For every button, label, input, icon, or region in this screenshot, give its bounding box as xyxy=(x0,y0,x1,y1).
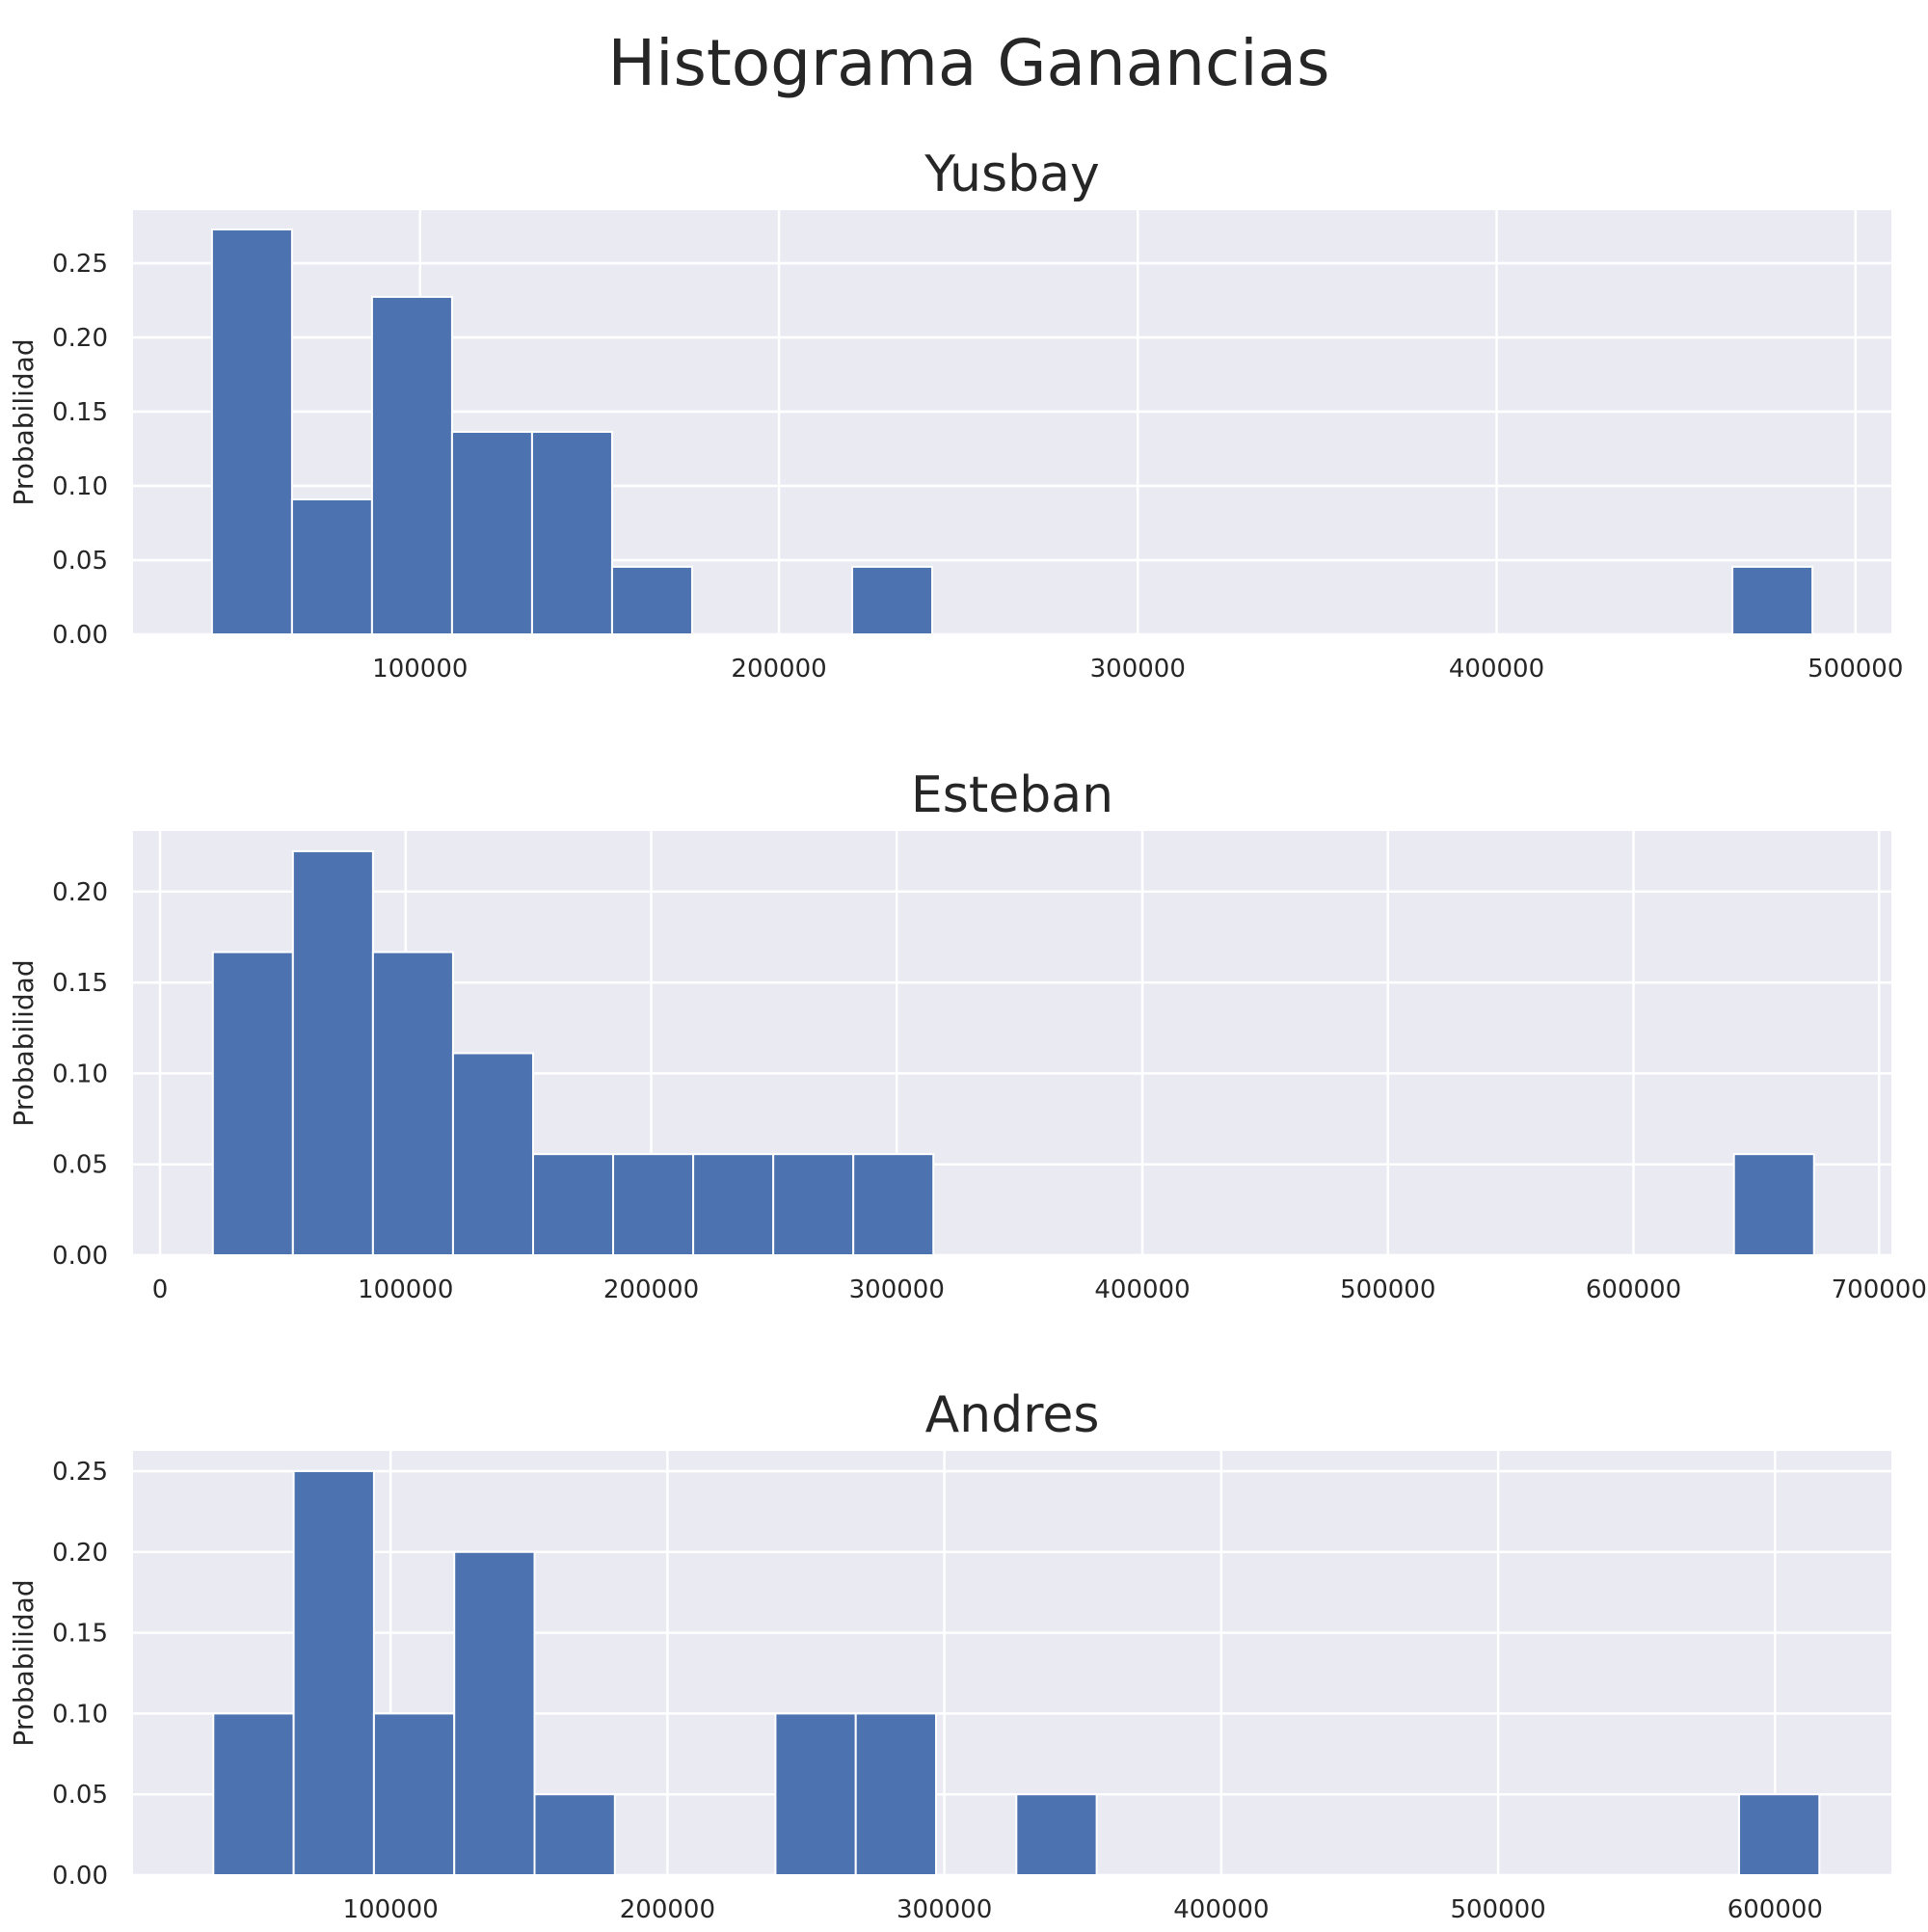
y-axis-label: Probabilidad xyxy=(8,338,40,505)
x-tick-label: 500000 xyxy=(1450,1895,1545,1924)
y-axis-label: Probabilidad xyxy=(8,959,40,1126)
histogram-bar xyxy=(610,565,693,636)
y-tick-label: 0.25 xyxy=(52,250,108,279)
y-tick-label: 0.00 xyxy=(52,1242,108,1271)
x-tick-label: 100000 xyxy=(343,1895,439,1924)
histogram-bar xyxy=(292,1469,375,1876)
y-tick-label: 0.25 xyxy=(52,1458,108,1487)
histogram-bar xyxy=(291,849,374,1257)
histogram-bar xyxy=(612,1153,695,1256)
y-tick-label: 0.10 xyxy=(52,472,108,501)
x-tick-label: 200000 xyxy=(731,655,826,684)
panel-esteban: 0.00 0.05 0.10 0.15 0.20 0 100000 200000 300000 4… xyxy=(8,766,1927,1304)
y-tick-label: 0.15 xyxy=(52,398,108,427)
histogram-bar xyxy=(211,951,294,1256)
y-tick-label: 0.15 xyxy=(52,969,108,998)
y-tick-label: 0.05 xyxy=(52,547,108,576)
x-tick-label: 400000 xyxy=(1094,1275,1190,1304)
histogram-bar xyxy=(210,228,293,635)
histogram-bar xyxy=(212,1712,295,1877)
x-tick-label: 600000 xyxy=(1586,1275,1681,1304)
histogram-bar xyxy=(1015,1793,1098,1876)
panel-title: Esteban xyxy=(911,766,1113,824)
panel-title: Yusbay xyxy=(924,146,1100,203)
histogram-bar xyxy=(371,951,454,1256)
x-tick-label: 700000 xyxy=(1832,1275,1927,1304)
histogram-bar xyxy=(290,498,373,636)
histogram-bar xyxy=(533,1793,616,1876)
histogram-bar xyxy=(772,1153,855,1256)
histogram-bar xyxy=(453,1550,536,1877)
x-tick-label: 100000 xyxy=(372,655,468,684)
histogram-bar xyxy=(530,430,613,635)
x-tick-label: 600000 xyxy=(1727,1895,1823,1924)
x-tick-label: 300000 xyxy=(1090,655,1186,684)
y-axis-label: Probabilidad xyxy=(8,1579,40,1746)
x-tick-label: 300000 xyxy=(849,1275,945,1304)
histogram-bar xyxy=(450,430,533,635)
histogram-bar xyxy=(692,1153,775,1256)
y-tick-label: 0.00 xyxy=(52,621,108,650)
histogram-bar xyxy=(370,295,453,635)
histogram-bar xyxy=(1738,1793,1821,1876)
x-tick-label: 200000 xyxy=(603,1275,699,1304)
y-tick-label: 0.10 xyxy=(52,1700,108,1729)
x-tick-label: 300000 xyxy=(897,1895,992,1924)
histogram-bar xyxy=(1731,565,1814,636)
histogram-bar xyxy=(1732,1153,1815,1256)
y-tick-label: 0.05 xyxy=(52,1151,108,1180)
y-tick-label: 0.10 xyxy=(52,1060,108,1088)
y-tick-label: 0.20 xyxy=(52,1539,108,1568)
x-tick-label: 500000 xyxy=(1340,1275,1435,1304)
y-tick-label: 0.20 xyxy=(52,878,108,907)
histogram-bar xyxy=(372,1712,456,1877)
y-tick-label: 0.15 xyxy=(52,1620,108,1649)
x-tick-label: 400000 xyxy=(1449,655,1544,684)
x-tick-label: 400000 xyxy=(1173,1895,1269,1924)
histogram-bar xyxy=(854,1712,938,1877)
histogram-bar xyxy=(774,1712,857,1877)
x-tick-label: 100000 xyxy=(358,1275,453,1304)
x-tick-label: 0 xyxy=(152,1275,169,1304)
y-tick-label: 0.00 xyxy=(52,1862,108,1891)
histogram-bar xyxy=(852,1153,935,1256)
x-tick-label: 500000 xyxy=(1808,655,1903,684)
y-tick-label: 0.20 xyxy=(52,324,108,353)
panel-title: Andres xyxy=(925,1386,1100,1444)
x-tick-label: 200000 xyxy=(620,1895,715,1924)
histogram-bar xyxy=(451,1052,534,1256)
figure-title: Histograma Ganancias xyxy=(608,26,1330,100)
y-tick-label: 0.05 xyxy=(52,1781,108,1810)
histogram-bar xyxy=(850,565,933,636)
histogram-bar xyxy=(531,1153,615,1256)
panel-yusbay: 0.00 0.05 0.10 0.15 0.20 0.25 100000 200000 3000… xyxy=(8,146,1903,684)
panel-andres: 0.00 0.05 0.10 0.15 0.20 0.25 100000 200000 3000… xyxy=(8,1386,1891,1924)
